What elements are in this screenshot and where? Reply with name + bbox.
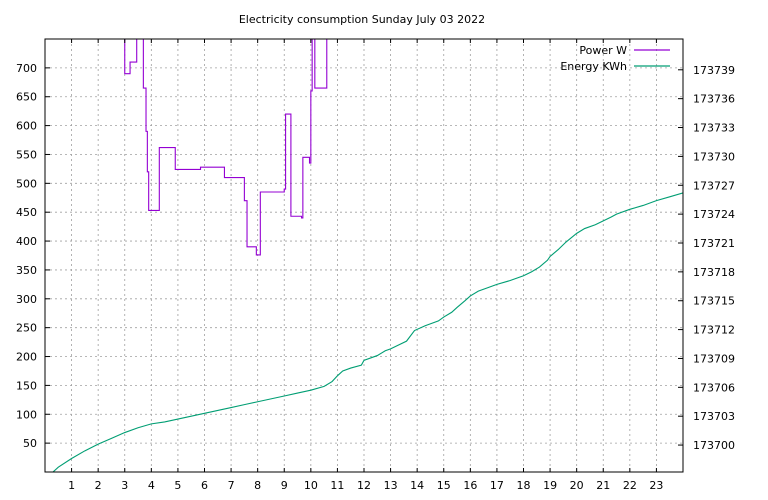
x-tick-label: 13 bbox=[384, 479, 398, 492]
y2-tick-label: 173727 bbox=[693, 179, 735, 192]
legend: Power W Energy KWh bbox=[560, 44, 670, 73]
x-tick-label: 2 bbox=[95, 479, 102, 492]
x-tick-label: 22 bbox=[623, 479, 637, 492]
x-tick-label: 15 bbox=[437, 479, 451, 492]
x-tick-label: 18 bbox=[517, 479, 531, 492]
x-tick-label: 23 bbox=[649, 479, 663, 492]
x-tick-label: 16 bbox=[463, 479, 477, 492]
y-tick-label: 550 bbox=[16, 148, 37, 161]
legend-label-2: Energy KWh bbox=[560, 60, 627, 73]
y-tick-label: 250 bbox=[16, 322, 37, 335]
grid bbox=[45, 39, 683, 472]
x-tick-label: 7 bbox=[228, 479, 235, 492]
y-tick-label: 300 bbox=[16, 293, 37, 306]
x-tick-label: 17 bbox=[490, 479, 504, 492]
series-line-2 bbox=[52, 192, 683, 472]
y2-tick-label: 173700 bbox=[693, 439, 735, 452]
y2-tick-label: 173736 bbox=[693, 93, 735, 106]
x-tick-label: 20 bbox=[570, 479, 584, 492]
axes: 1 2 3 4 5 6 7 8 9 10 11 12 13 14 15 16 17 18 19 20 21 22 23501… bbox=[16, 39, 735, 492]
x-tick-label: 14 bbox=[410, 479, 424, 492]
y2-tick-label: 173715 bbox=[693, 295, 735, 308]
x-tick-label: 8 bbox=[254, 479, 261, 492]
plot-series bbox=[52, 39, 683, 472]
series-line-1 bbox=[124, 39, 328, 256]
y-tick-label: 600 bbox=[16, 120, 37, 133]
y2-tick-label: 173733 bbox=[693, 122, 735, 135]
x-tick-label: 5 bbox=[174, 479, 181, 492]
legend-label-1: Power W bbox=[579, 44, 627, 57]
y2-tick-label: 173739 bbox=[693, 64, 735, 77]
x-tick-label: 10 bbox=[304, 479, 318, 492]
y-tick-label: 700 bbox=[16, 62, 37, 75]
y2-tick-label: 173709 bbox=[693, 352, 735, 365]
y2-tick-label: 173712 bbox=[693, 324, 735, 337]
x-tick-label: 12 bbox=[357, 479, 371, 492]
x-tick-label: 1 bbox=[68, 479, 75, 492]
y-tick-label: 200 bbox=[16, 351, 37, 364]
x-tick-label: 11 bbox=[330, 479, 344, 492]
y2-tick-label: 173721 bbox=[693, 237, 735, 250]
y-tick-label: 500 bbox=[16, 177, 37, 190]
x-tick-label: 4 bbox=[148, 479, 155, 492]
y-tick-label: 50 bbox=[23, 437, 37, 450]
y-tick-label: 450 bbox=[16, 206, 37, 219]
chart-title: Electricity consumption Sunday July 03 2… bbox=[239, 13, 485, 26]
y2-tick-label: 173718 bbox=[693, 266, 735, 279]
y-tick-label: 400 bbox=[16, 235, 37, 248]
y2-tick-label: 173703 bbox=[693, 410, 735, 423]
y2-tick-label: 173724 bbox=[693, 208, 735, 221]
x-tick-label: 19 bbox=[543, 479, 557, 492]
x-tick-label: 21 bbox=[596, 479, 610, 492]
y-tick-label: 100 bbox=[16, 408, 37, 421]
y-tick-label: 150 bbox=[16, 379, 37, 392]
y2-tick-label: 173730 bbox=[693, 150, 735, 163]
y2-tick-label: 173706 bbox=[693, 381, 735, 394]
y-tick-label: 650 bbox=[16, 91, 37, 104]
y-tick-label: 350 bbox=[16, 264, 37, 277]
x-tick-label: 9 bbox=[281, 479, 288, 492]
x-tick-label: 3 bbox=[121, 479, 128, 492]
x-tick-label: 6 bbox=[201, 479, 208, 492]
